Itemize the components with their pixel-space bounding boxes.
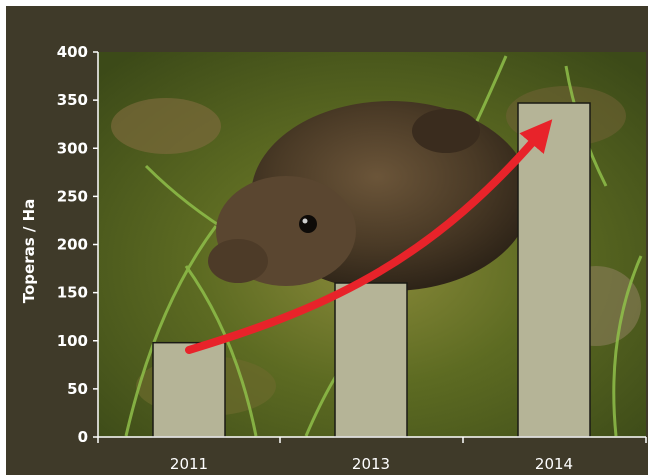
y-tick-label: 300 (57, 139, 88, 157)
trend-arrow (185, 119, 553, 354)
y-tick-label: 50 (67, 380, 88, 398)
x-tick-label-2014: 2014 (535, 455, 573, 473)
x-tick-label-2013: 2013 (352, 455, 390, 473)
y-tick-label: 100 (57, 332, 88, 350)
bar-2013 (334, 282, 408, 438)
bar-2014 (517, 102, 591, 438)
y-axis-ticks: 0 50 100 150 200 250 300 350 400 (57, 43, 98, 446)
x-tick-label-2011: 2011 (170, 455, 208, 473)
y-tick-label: 150 (57, 284, 88, 302)
bar-chart: 0 50 100 150 200 250 300 350 400 2011 2013 2014 To… (20, 43, 647, 473)
y-tick-label: 200 (57, 236, 88, 254)
bar-2011 (152, 341, 226, 438)
bars (152, 102, 591, 438)
y-tick-label: 250 (57, 187, 88, 205)
y-axis-title: Toperas / Ha (20, 199, 38, 304)
x-axis-ticks: 2011 2013 2014 (97, 437, 647, 473)
y-tick-label: 0 (78, 428, 88, 446)
y-tick-label: 400 (57, 43, 88, 61)
y-tick-label: 350 (57, 91, 88, 109)
chart-frame: 0 50 100 150 200 250 300 350 400 2011 2013 2014 To… (6, 6, 648, 475)
